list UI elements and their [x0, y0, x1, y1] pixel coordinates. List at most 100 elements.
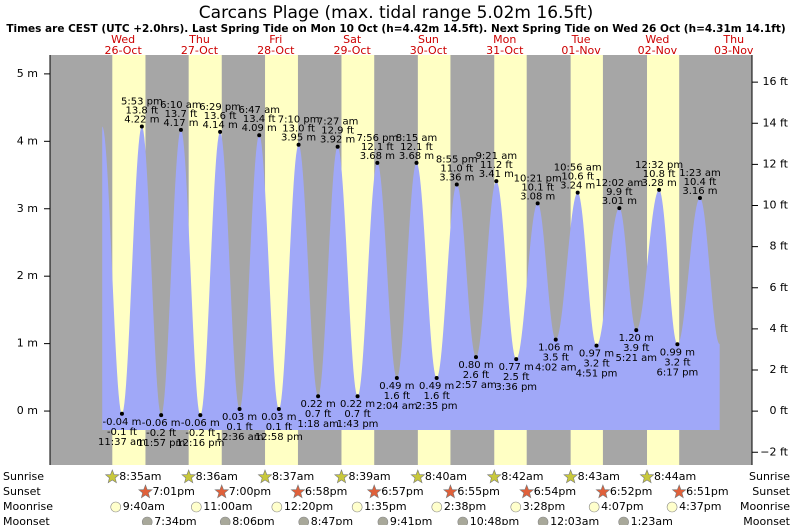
extreme-ft: 13.7 ft: [165, 109, 198, 120]
extreme-ft: 2.5 ft: [503, 372, 529, 383]
extreme-m: 3.95 m: [281, 133, 316, 144]
extreme-point: [139, 124, 144, 129]
extreme-ft: 13.4 ft: [243, 114, 276, 125]
row-time: 8:39am: [348, 470, 390, 483]
moonset-icon: [219, 516, 231, 525]
sunrise-icon: [410, 469, 426, 484]
extreme-time: 8:55 pm: [436, 154, 478, 165]
row-time: 9:40am: [123, 500, 165, 513]
extreme-ft: 0.1 ft: [266, 422, 292, 433]
y2-tick-label: 0 ft: [770, 404, 789, 417]
moonrise-icon: [110, 501, 122, 513]
row-label: Moonrise: [740, 500, 790, 513]
row-time: 8:43am: [578, 470, 620, 483]
y2-tick-label: 2 ft: [770, 363, 789, 376]
extreme-m: 3.41 m: [479, 169, 514, 180]
sunrise-icon: [563, 469, 579, 484]
sunrise-icon: [333, 469, 349, 484]
extreme-point: [454, 182, 459, 187]
extreme-ft: 1.6 ft: [384, 391, 410, 402]
row-time: 7:01pm: [152, 485, 194, 498]
extreme-ft: 10.4 ft: [684, 177, 717, 188]
extreme-m: 1.20 m: [619, 333, 654, 344]
row-label: Sunrise: [749, 470, 790, 483]
day-weekday: Tue: [571, 33, 591, 46]
y2-tick-label: 10 ft: [763, 199, 789, 212]
extreme-time: 10:56 am: [554, 163, 602, 174]
extreme-time: 6:17 pm: [657, 367, 699, 378]
extreme-m: 0.49 m: [379, 381, 414, 392]
extreme-m: 3.24 m: [560, 181, 595, 192]
extreme-point: [257, 133, 262, 138]
extreme-m: 3.16 m: [682, 186, 717, 197]
sunset-icon: [137, 484, 153, 499]
row-label: Moonset: [743, 515, 790, 525]
row-time: 1:35pm: [364, 500, 406, 513]
moonset-icon: [537, 516, 549, 525]
extreme-time: 6:10 am: [160, 100, 202, 111]
sunrise-icon: [257, 469, 273, 484]
day-weekday: Wed: [111, 33, 135, 46]
extreme-ft: 0.7 ft: [344, 409, 370, 420]
extreme-m: 0.99 m: [660, 347, 695, 358]
day-weekday: Thu: [188, 33, 210, 46]
moonrise-icon: [666, 501, 678, 513]
row-label: Sunrise: [3, 470, 44, 483]
row-label: Sunset: [752, 485, 790, 498]
extreme-point: [159, 413, 164, 418]
sunset-icon: [290, 484, 306, 499]
moonset-icon: [141, 516, 153, 525]
row-time: 6:55pm: [457, 485, 499, 498]
sunrise-icon: [181, 469, 197, 484]
row-time: 7:00pm: [229, 485, 271, 498]
day-date: 03-Nov: [714, 44, 754, 57]
extreme-time: 6:29 pm: [199, 102, 241, 113]
sunset-icon: [366, 484, 382, 499]
moonrise-icon: [271, 501, 283, 513]
row-time: 8:47pm: [311, 515, 353, 525]
row-time: 12:20pm: [284, 500, 333, 513]
sunset-icon: [671, 484, 687, 499]
extreme-m: 3.92 m: [320, 135, 355, 146]
extreme-time: 11:57 pm: [137, 438, 185, 449]
extreme-point: [657, 187, 662, 192]
extreme-time: 5:21 am: [615, 353, 657, 364]
y-tick-label: 2 m: [17, 269, 38, 282]
extreme-ft: -0.2 ft: [146, 428, 176, 439]
extreme-ft: 2.6 ft: [463, 370, 489, 381]
extreme-point: [634, 328, 639, 333]
extreme-ft: 1.6 ft: [423, 391, 449, 402]
row-time: 8:36am: [196, 470, 238, 483]
extreme-time: 2:35 pm: [416, 401, 458, 412]
row-time: 2:38pm: [444, 500, 486, 513]
y-tick-label: 1 m: [17, 337, 38, 350]
row-label: Moonrise: [3, 500, 53, 513]
extreme-ft: 3.5 ft: [543, 353, 569, 364]
day-date: 29-Oct: [333, 44, 371, 57]
extreme-time: 12:16 pm: [176, 438, 224, 449]
row-time: 6:51pm: [686, 485, 728, 498]
extreme-ft: -0.2 ft: [185, 428, 215, 439]
extreme-ft: 10.8 ft: [643, 169, 676, 180]
day-date: 02-Nov: [638, 44, 678, 57]
extreme-ft: 12.1 ft: [361, 142, 394, 153]
moonset-icon: [618, 516, 629, 525]
extreme-ft: 13.8 ft: [126, 105, 159, 116]
row-time: 8:40am: [425, 470, 467, 483]
extreme-time: 7:27 am: [317, 117, 359, 128]
extreme-time: 4:51 pm: [576, 369, 618, 380]
day-date: 26-Oct: [105, 44, 143, 57]
extreme-time: 2:57 am: [455, 380, 497, 391]
extreme-m: 4.17 m: [163, 118, 198, 129]
extreme-time: 12:32 pm: [635, 160, 683, 171]
extreme-time: 7:10 pm: [278, 115, 320, 126]
extreme-point: [178, 127, 183, 132]
extreme-time: 12:58 pm: [255, 432, 303, 443]
y-tick-label: 5 m: [17, 67, 38, 80]
extreme-ft: 0.1 ft: [226, 422, 252, 433]
extreme-point: [575, 190, 580, 195]
extreme-m: 3.01 m: [602, 196, 637, 207]
moonset-icon: [377, 516, 389, 525]
day-weekday: Wed: [645, 33, 669, 46]
